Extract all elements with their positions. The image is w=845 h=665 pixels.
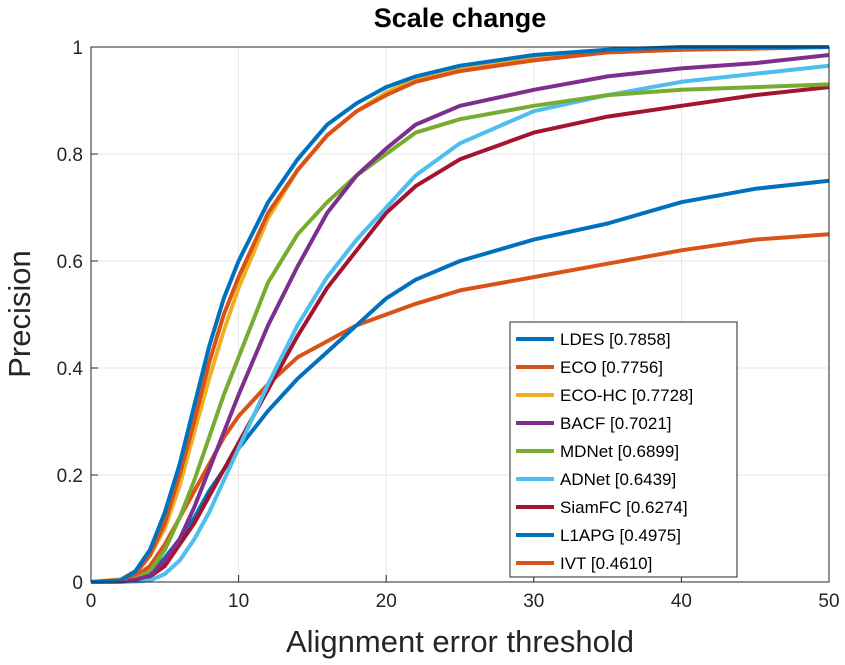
legend-entry: LDES [0.7858] — [560, 330, 671, 349]
y-tick-label: 0.2 — [57, 466, 83, 487]
legend-entry: BACF [0.7021] — [560, 414, 672, 433]
y-tick-label: 1 — [72, 38, 83, 59]
legend-entry: SiamFC [0.6274] — [560, 498, 688, 517]
legend-entry: IVT [0.4610] — [560, 554, 652, 573]
y-tick-label: 0.8 — [57, 145, 83, 166]
legend-entry: ECO-HC [0.7728] — [560, 386, 693, 405]
legend-entry: MDNet [0.6899] — [560, 442, 679, 461]
series-line-ivt — [90, 232, 830, 584]
chart-title: Scale change — [374, 3, 547, 33]
legend-entry: L1APG [0.4975] — [560, 526, 681, 545]
series-line-bacf — [90, 53, 830, 584]
x-tick-label: 20 — [376, 591, 397, 612]
x-tick-label: 50 — [818, 591, 839, 612]
legend-entry: ECO [0.7756] — [560, 358, 663, 377]
series-line-adnet — [91, 63, 830, 584]
x-tick-label: 0 — [86, 591, 97, 612]
y-tick-label: 0.6 — [57, 252, 83, 273]
series-line-mdnet — [90, 82, 830, 584]
y-axis-label: Precision — [2, 250, 37, 378]
x-tick-label: 40 — [671, 591, 692, 612]
tick-labels: 0 10 20 30 40 50 0 0.2 0.4 0.6 0.8 1 — [57, 38, 840, 612]
series-line-eco — [90, 45, 830, 584]
series-line-siamfc — [90, 85, 830, 584]
series-lines — [90, 45, 830, 584]
y-tick-label: 0 — [72, 573, 83, 594]
y-tick-label: 0.4 — [57, 359, 84, 380]
x-tick-label: 30 — [523, 591, 544, 612]
series-line-ldes — [90, 45, 829, 584]
plot-box — [90, 46, 830, 583]
legend-entry: ADNet [0.6439] — [560, 470, 676, 489]
x-tick-label: 10 — [228, 591, 249, 612]
x-axis-label: Alignment error threshold — [286, 624, 634, 659]
legend: LDES [0.7858] ECO [0.7756] ECO-HC [0.7728]… — [509, 321, 738, 578]
